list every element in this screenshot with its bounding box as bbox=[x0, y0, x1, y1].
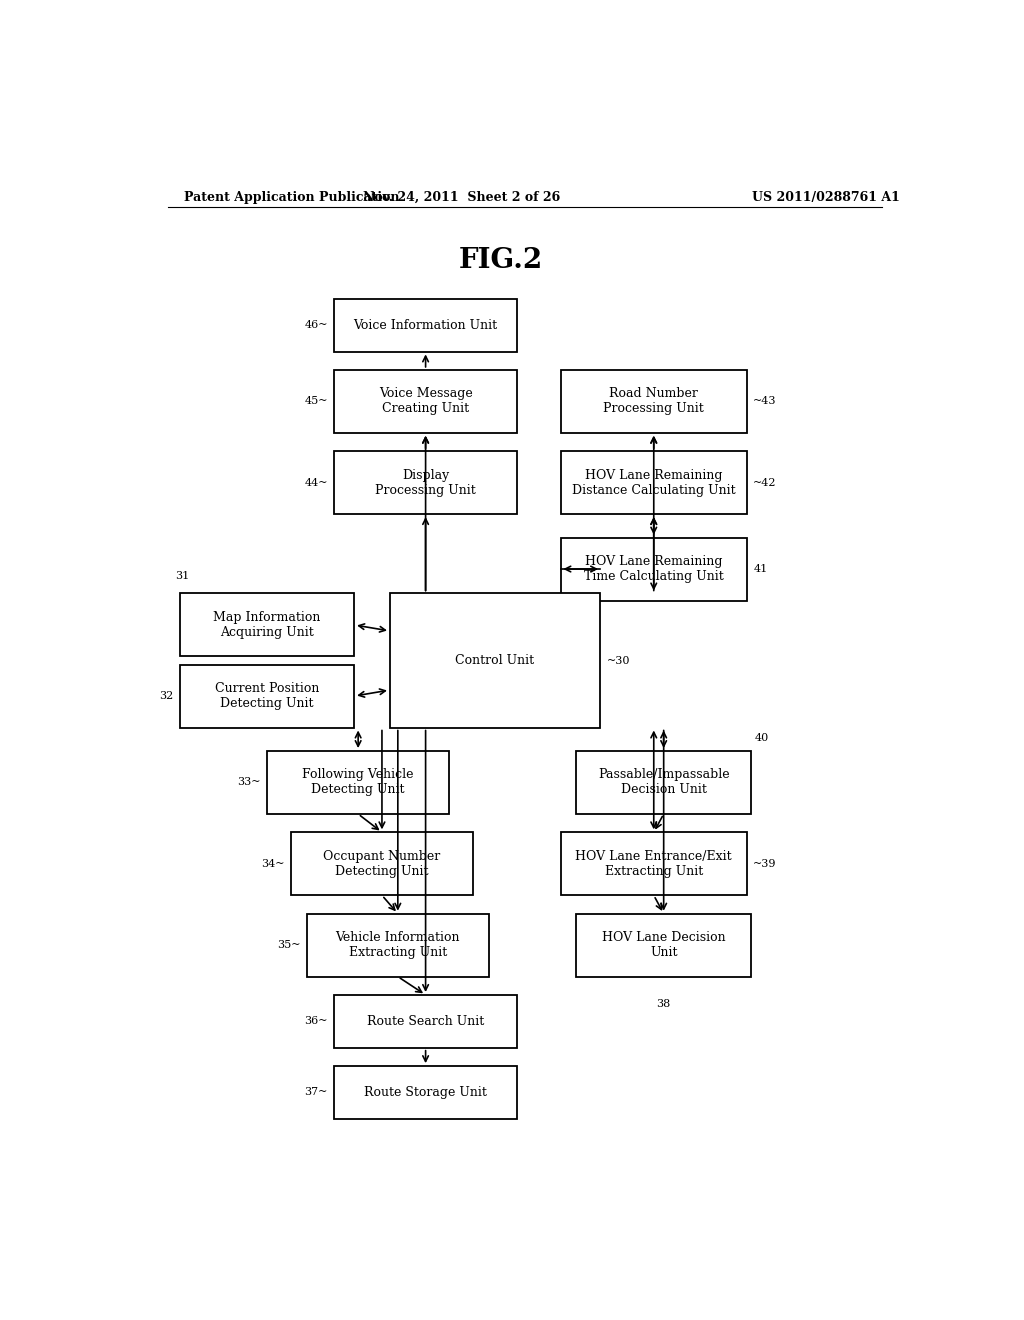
Text: HOV Lane Remaining
Distance Calculating Unit: HOV Lane Remaining Distance Calculating … bbox=[572, 469, 735, 496]
Text: HOV Lane Entrance/Exit
Extracting Unit: HOV Lane Entrance/Exit Extracting Unit bbox=[575, 850, 732, 878]
Text: Route Search Unit: Route Search Unit bbox=[367, 1015, 484, 1028]
Text: Route Storage Unit: Route Storage Unit bbox=[365, 1086, 487, 1100]
Text: 37~: 37~ bbox=[304, 1088, 328, 1097]
Bar bbox=[577, 913, 751, 977]
Text: ~43: ~43 bbox=[754, 396, 777, 407]
Text: 36~: 36~ bbox=[304, 1016, 328, 1027]
Text: Following Vehicle
Detecting Unit: Following Vehicle Detecting Unit bbox=[302, 768, 414, 796]
Bar bbox=[334, 451, 517, 515]
Text: Patent Application Publication: Patent Application Publication bbox=[183, 190, 399, 203]
Text: 32: 32 bbox=[159, 692, 173, 701]
Text: 38: 38 bbox=[656, 999, 671, 1008]
Text: Voice Message
Creating Unit: Voice Message Creating Unit bbox=[379, 387, 472, 416]
Text: HOV Lane Remaining
Time Calculating Unit: HOV Lane Remaining Time Calculating Unit bbox=[584, 554, 724, 583]
Text: ~30: ~30 bbox=[606, 656, 630, 665]
Text: Voice Information Unit: Voice Information Unit bbox=[353, 318, 498, 331]
Text: Display
Processing Unit: Display Processing Unit bbox=[375, 469, 476, 496]
Text: Current Position
Detecting Unit: Current Position Detecting Unit bbox=[215, 682, 319, 710]
Text: FIG.2: FIG.2 bbox=[459, 247, 543, 273]
Bar bbox=[179, 664, 354, 727]
Text: Vehicle Information
Extracting Unit: Vehicle Information Extracting Unit bbox=[336, 931, 460, 960]
Text: 45~: 45~ bbox=[304, 396, 328, 407]
Bar bbox=[334, 298, 517, 351]
Bar bbox=[291, 833, 473, 895]
Bar bbox=[179, 594, 354, 656]
Bar bbox=[560, 370, 748, 433]
Bar bbox=[267, 751, 450, 814]
Text: Nov. 24, 2011  Sheet 2 of 26: Nov. 24, 2011 Sheet 2 of 26 bbox=[362, 190, 560, 203]
Bar bbox=[577, 751, 751, 814]
Bar bbox=[334, 1067, 517, 1119]
Bar bbox=[306, 913, 489, 977]
Bar bbox=[390, 594, 600, 727]
Text: 34~: 34~ bbox=[261, 859, 285, 869]
Bar bbox=[334, 370, 517, 433]
Bar bbox=[334, 995, 517, 1048]
Text: 31: 31 bbox=[176, 572, 189, 581]
Text: 46~: 46~ bbox=[304, 319, 328, 330]
Text: Passable/Impassable
Decision Unit: Passable/Impassable Decision Unit bbox=[598, 768, 729, 796]
Bar bbox=[560, 833, 748, 895]
Text: HOV Lane Decision
Unit: HOV Lane Decision Unit bbox=[602, 931, 725, 960]
Text: 35~: 35~ bbox=[276, 940, 300, 950]
Text: Map Information
Acquiring Unit: Map Information Acquiring Unit bbox=[213, 611, 321, 639]
Text: 41: 41 bbox=[754, 564, 768, 574]
Text: 33~: 33~ bbox=[237, 777, 260, 788]
Text: US 2011/0288761 A1: US 2011/0288761 A1 bbox=[753, 190, 900, 203]
Text: Occupant Number
Detecting Unit: Occupant Number Detecting Unit bbox=[324, 850, 440, 878]
Text: ~42: ~42 bbox=[754, 478, 777, 487]
Text: 44~: 44~ bbox=[304, 478, 328, 487]
Text: Control Unit: Control Unit bbox=[456, 653, 535, 667]
Bar bbox=[560, 537, 748, 601]
Bar bbox=[560, 451, 748, 515]
Text: ~39: ~39 bbox=[754, 859, 777, 869]
Text: Road Number
Processing Unit: Road Number Processing Unit bbox=[603, 387, 705, 416]
Text: 40: 40 bbox=[755, 733, 769, 743]
